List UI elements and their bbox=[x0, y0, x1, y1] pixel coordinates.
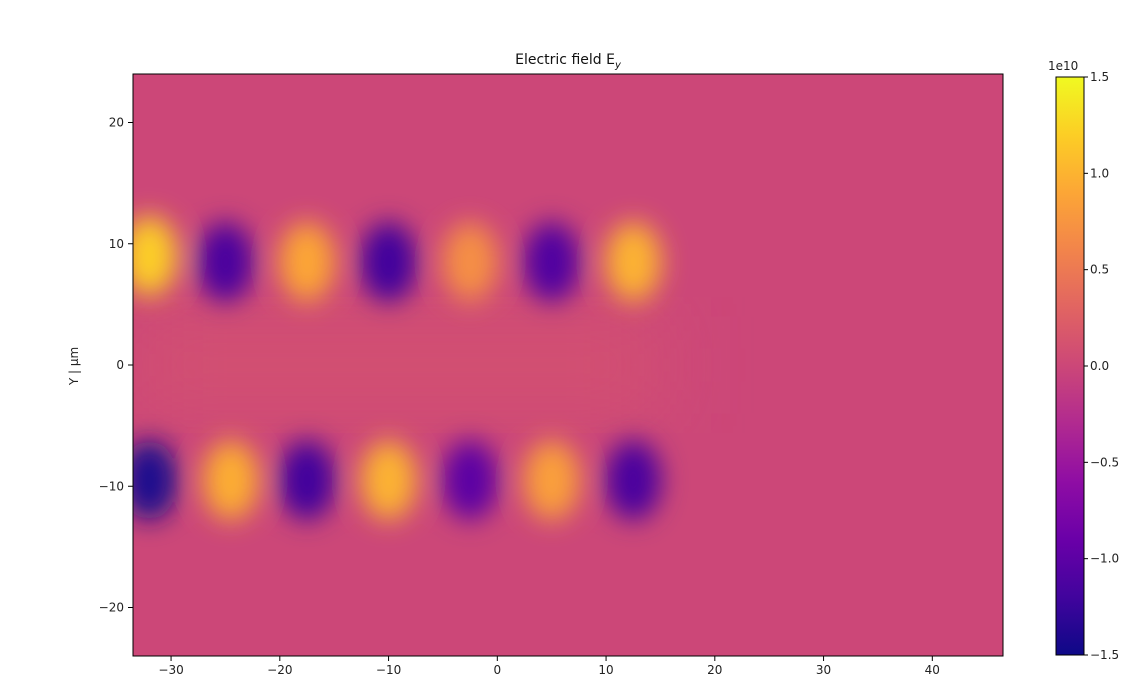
field-lobe-12 bbox=[523, 440, 580, 521]
x-tick-label: −10 bbox=[376, 663, 401, 676]
field-lobe-10 bbox=[360, 440, 417, 521]
x-axis: −30 −20 −10 0 10 20 30 40 bbox=[158, 656, 940, 676]
y-axis-label: Y | μm bbox=[67, 347, 81, 386]
colorbar-tick-label: 1.0 bbox=[1090, 166, 1109, 180]
field-lobe-4 bbox=[442, 221, 499, 302]
x-tick-label: 40 bbox=[925, 663, 940, 676]
colorbar: 1e10 1.5 1.0 0.5 0.0 −0.5 −1.0 −1.5 bbox=[1048, 59, 1119, 662]
y-tick-label: 0 bbox=[116, 358, 124, 372]
colorbar-tick-label: −0.5 bbox=[1090, 455, 1119, 469]
heatmap-plot-area bbox=[133, 74, 1003, 656]
colorbar-offset-label: 1e10 bbox=[1048, 59, 1078, 73]
chart-title-subscript: y bbox=[614, 60, 622, 71]
colorbar-tick-label: 0.0 bbox=[1090, 359, 1109, 373]
y-tick-label: 20 bbox=[109, 116, 124, 130]
field-lobe-11 bbox=[442, 440, 499, 521]
field-lobe-5 bbox=[523, 221, 580, 302]
field-lobe-7 bbox=[133, 440, 178, 521]
x-tick-label: 0 bbox=[493, 663, 501, 676]
y-axis: 20 10 0 −10 −20 bbox=[99, 116, 133, 615]
field-lobe-0 bbox=[133, 215, 178, 296]
colorbar-gradient bbox=[1055, 76, 1085, 656]
y-tick-label: 10 bbox=[109, 237, 124, 251]
field-midband bbox=[133, 316, 661, 414]
field-lobe-8 bbox=[202, 440, 259, 521]
field-lobe-1 bbox=[197, 221, 254, 302]
colorbar-tick-label: 1.5 bbox=[1090, 70, 1109, 84]
y-tick-label: −20 bbox=[99, 601, 124, 615]
chart-title: Electric field Ey bbox=[515, 52, 622, 71]
x-tick-label: 30 bbox=[816, 663, 831, 676]
field-lobe-13 bbox=[605, 440, 662, 521]
x-tick-label: 10 bbox=[598, 663, 613, 676]
colorbar-tick-label: 0.5 bbox=[1090, 263, 1109, 277]
x-tick-label: −30 bbox=[158, 663, 183, 676]
x-tick-label: 20 bbox=[707, 663, 722, 676]
colorbar-tick-label: −1.5 bbox=[1090, 648, 1119, 662]
field-lobe-3 bbox=[360, 221, 417, 302]
x-tick-label: −20 bbox=[267, 663, 292, 676]
field-lobe-6 bbox=[605, 221, 662, 302]
field-lobe-9 bbox=[279, 440, 335, 521]
y-tick-label: −10 bbox=[99, 479, 124, 493]
field-lobe-2 bbox=[279, 221, 335, 302]
colorbar-tick-label: −1.0 bbox=[1090, 552, 1119, 566]
